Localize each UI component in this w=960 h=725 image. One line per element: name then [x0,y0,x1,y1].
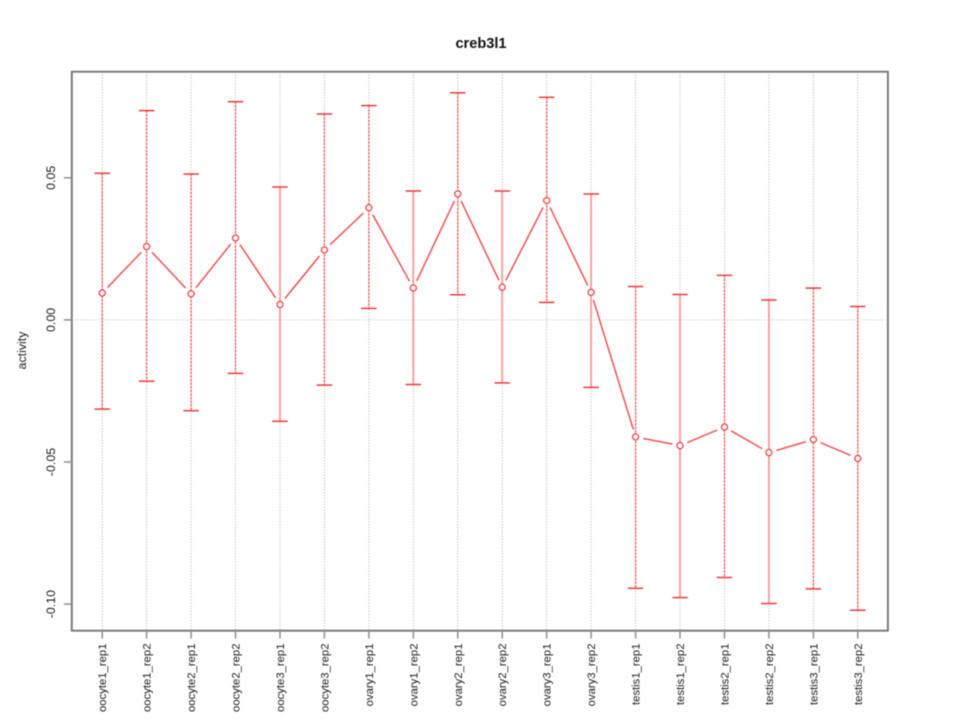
svg-text:testis1_rep2: testis1_rep2 [675,644,687,706]
svg-text:testis2_rep2: testis2_rep2 [764,644,776,706]
svg-text:oocyte1_rep1: oocyte1_rep1 [97,644,109,712]
svg-text:oocyte2_rep1: oocyte2_rep1 [186,644,198,712]
svg-text:0.00: 0.00 [44,308,58,332]
svg-text:oocyte1_rep2: oocyte1_rep2 [142,644,154,712]
svg-text:testis3_rep2: testis3_rep2 [853,644,865,706]
svg-text:ovary3_rep2: ovary3_rep2 [586,644,598,707]
svg-text:oocyte3_rep1: oocyte3_rep1 [275,644,287,712]
svg-text:-0.05: -0.05 [44,448,58,476]
svg-text:ovary3_rep1: ovary3_rep1 [542,644,554,707]
svg-text:ovary1_rep2: ovary1_rep2 [408,644,420,707]
svg-text:activity: activity [15,331,29,370]
svg-text:creb3l1: creb3l1 [455,36,506,52]
svg-text:oocyte2_rep2: oocyte2_rep2 [231,644,243,712]
svg-text:0.05: 0.05 [44,166,58,190]
svg-text:testis2_rep1: testis2_rep1 [720,644,732,706]
svg-text:oocyte3_rep2: oocyte3_rep2 [319,644,331,712]
svg-text:ovary2_rep2: ovary2_rep2 [497,644,509,707]
svg-text:ovary1_rep1: ovary1_rep1 [364,644,376,707]
svg-text:-0.10: -0.10 [44,590,58,618]
svg-text:ovary2_rep1: ovary2_rep1 [453,644,465,707]
svg-text:testis1_rep1: testis1_rep1 [631,644,643,706]
svg-text:testis3_rep1: testis3_rep1 [808,644,820,706]
